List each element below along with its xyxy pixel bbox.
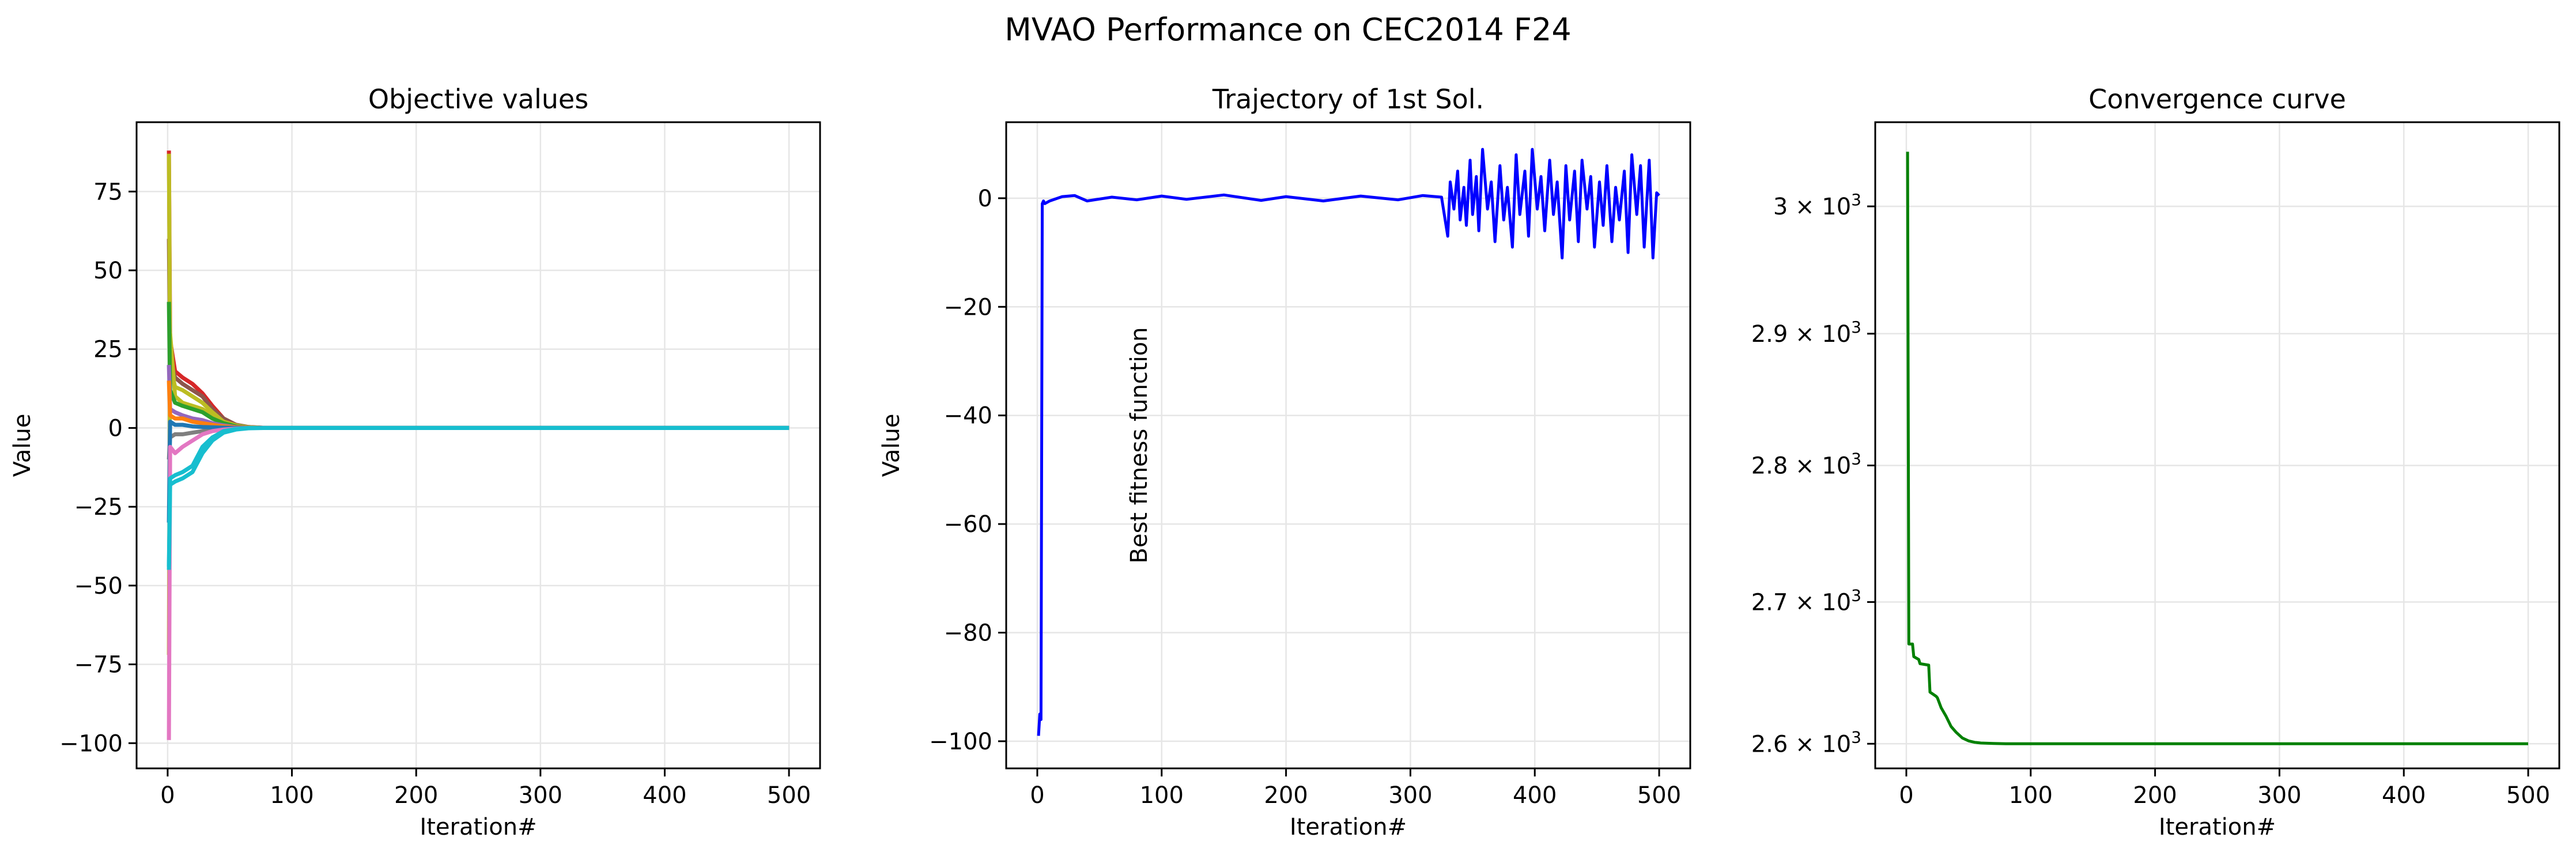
y-tick-label: 50 — [93, 258, 123, 284]
y-tick-label: −50 — [74, 573, 123, 599]
chart-title-trajectory-1st-sol: Trajectory of 1st Sol. — [1212, 84, 1484, 115]
figure-suptitle: MVAO Performance on CEC2014 F24 — [1004, 12, 1571, 48]
x-tick-label: 100 — [2009, 782, 2053, 809]
subplot-convergence-curve: 0 100 200 300 400 500 2.6 × 103 2.7 × 103 2.8 × … — [1126, 84, 2560, 840]
subplot-trajectory-1st-sol: 0 100 200 300 400 500 −100 −80 −60 −40 −20 0 Traject… — [878, 84, 1691, 840]
axes-frame — [135, 121, 821, 770]
axes-frame — [1005, 121, 1691, 770]
chart-title-convergence-curve: Convergence curve — [2088, 84, 2346, 115]
y-tick-label: −80 — [944, 620, 992, 646]
y-tick-label: −40 — [944, 403, 992, 429]
y-tick-label: 2.9 × 103 — [1751, 318, 1861, 348]
y-tick-label: 2.8 × 103 — [1751, 449, 1861, 479]
x-tick-label: 500 — [2506, 782, 2550, 809]
series-line-1 — [1906, 152, 2528, 745]
x-tick-label: 200 — [1264, 782, 1308, 809]
x-tick-label: 500 — [767, 782, 811, 809]
x-axis-label: Iteration# — [2159, 814, 2276, 840]
y-tick-label: −20 — [944, 294, 992, 320]
y-tick-label: −75 — [74, 652, 123, 678]
y-axis-label: Value — [9, 414, 36, 477]
axes-frame — [1874, 121, 2560, 770]
chart-title-objective-values: Objective values — [368, 84, 588, 115]
y-tick-label: 2.7 × 103 — [1751, 586, 1861, 616]
y-axis-label: Best fitness function — [1126, 327, 1153, 564]
x-tick-label: 0 — [1899, 782, 1913, 809]
x-tick-label: 200 — [2133, 782, 2177, 809]
y-tick-label: 0 — [978, 186, 992, 212]
y-tick-label: 2.6 × 103 — [1751, 727, 1861, 757]
x-tick-label: 100 — [1140, 782, 1184, 809]
x-axis-label: Iteration# — [1290, 814, 1407, 840]
x-tick-label: 300 — [2257, 782, 2301, 809]
x-tick-label: 400 — [2382, 782, 2426, 809]
y-tick-label: −60 — [944, 511, 992, 538]
x-tick-label: 0 — [1030, 782, 1044, 809]
y-axis-label: Value — [878, 414, 905, 477]
series-line-1 — [1037, 148, 1660, 736]
x-tick-label: 300 — [1388, 782, 1432, 809]
subplot-objective-values: 0 100 200 300 400 500 −100 −75 −50 −25 0 25 50 75 Obje… — [9, 84, 821, 840]
x-tick-label: 100 — [270, 782, 313, 809]
y-tick-label: −100 — [929, 729, 992, 755]
y-tick-label: 25 — [93, 337, 123, 363]
x-tick-label: 0 — [160, 782, 175, 809]
x-axis-label: Iteration# — [420, 814, 537, 840]
x-tick-label: 400 — [1513, 782, 1557, 809]
y-tick-label: 3 × 103 — [1773, 190, 1861, 220]
x-tick-label: 300 — [519, 782, 562, 809]
y-tick-label: 75 — [93, 179, 123, 205]
y-tick-label: 0 — [108, 415, 123, 442]
x-tick-label: 500 — [1637, 782, 1681, 809]
series-group — [167, 150, 790, 740]
series-group — [1037, 148, 1660, 736]
x-tick-label: 200 — [394, 782, 438, 809]
y-tick-label: −100 — [59, 730, 123, 757]
series-line-12 — [167, 425, 790, 567]
series-group — [1906, 152, 2528, 745]
x-tick-label: 400 — [643, 782, 686, 809]
y-tick-label: −25 — [74, 494, 123, 521]
